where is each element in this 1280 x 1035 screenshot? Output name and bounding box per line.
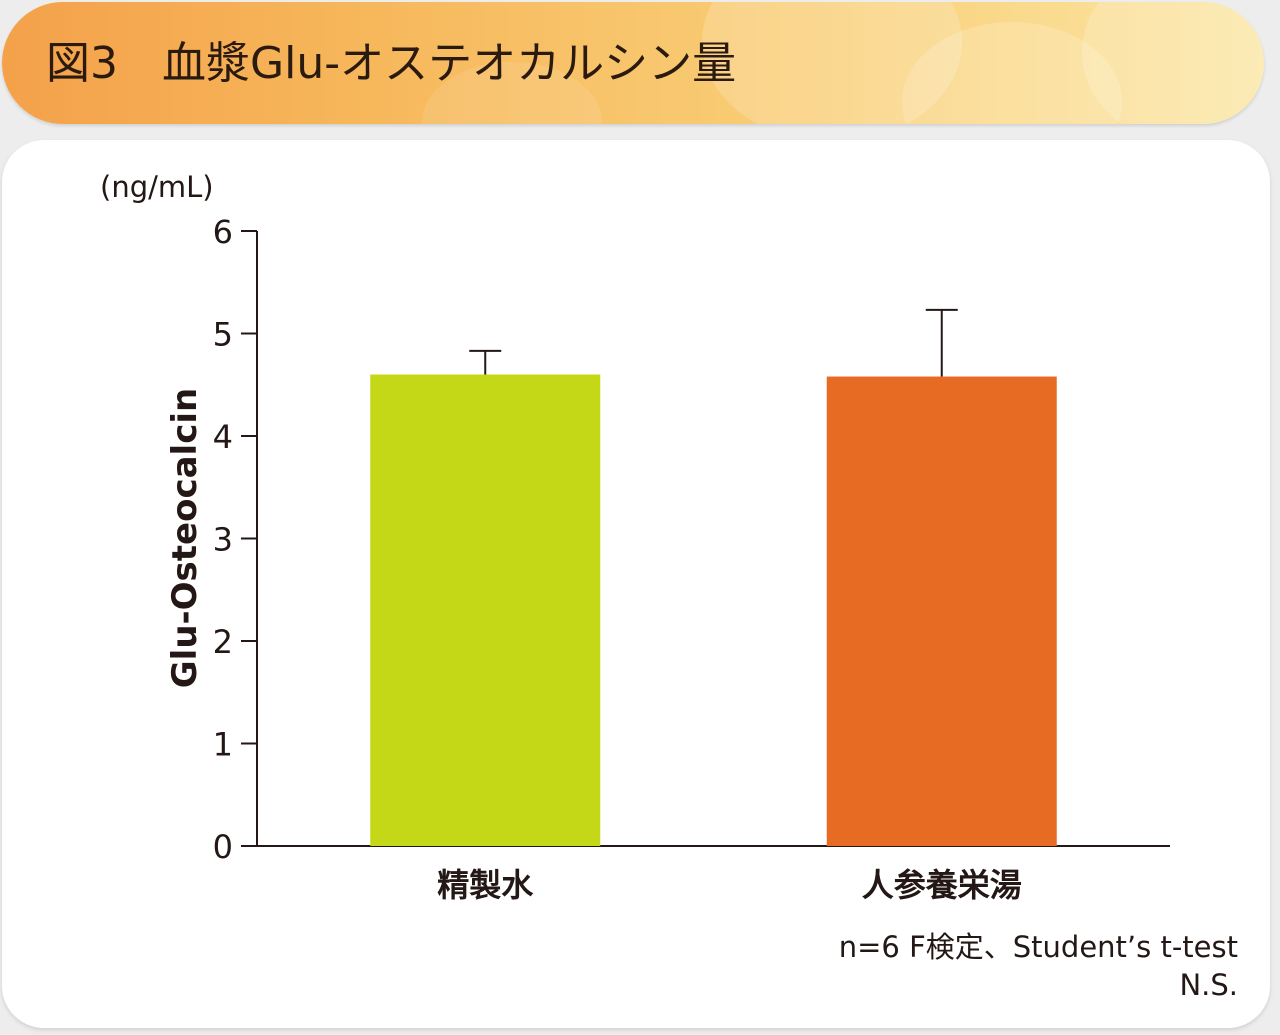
y-tick-label: 1 — [213, 726, 233, 764]
x-category-label: 精製水 — [437, 866, 534, 904]
y-tick-label: 2 — [213, 623, 233, 661]
x-category-label: 人参養栄湯 — [862, 866, 1022, 904]
statistics-note: n=6 F検定、Student’s t-test — [838, 930, 1238, 964]
y-tick-label: 3 — [213, 521, 233, 559]
bar-1 — [370, 374, 601, 846]
y-tick-label: 5 — [213, 316, 233, 354]
y-unit-label: (ng/mL) — [100, 170, 214, 204]
y-axis-title: Glu-Osteocalcin — [165, 388, 205, 688]
chart-card — [2, 140, 1270, 1028]
figure-title: 図3 血漿Glu-オステオカルシン量 — [46, 38, 737, 89]
significance-note: N.S. — [1179, 968, 1238, 1002]
y-tick-label: 0 — [213, 828, 233, 866]
y-tick-label: 6 — [213, 213, 233, 251]
y-tick-label: 4 — [213, 418, 233, 456]
bar-2 — [826, 376, 1057, 846]
header-banner: 図3 血漿Glu-オステオカルシン量 — [2, 2, 1264, 124]
